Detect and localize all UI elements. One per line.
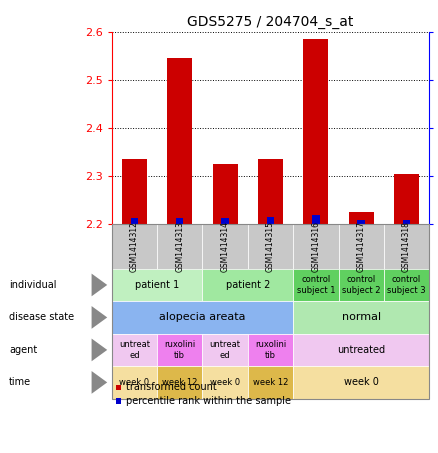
Text: ruxolini
tib: ruxolini tib: [164, 340, 195, 360]
Text: week 12: week 12: [253, 378, 288, 387]
Bar: [357, 221, 365, 224]
Bar: [122, 159, 147, 224]
Text: disease state: disease state: [9, 313, 74, 323]
Text: week 12: week 12: [162, 378, 198, 387]
Bar: [212, 164, 237, 224]
Text: normal: normal: [342, 313, 381, 323]
Text: control
subject 2: control subject 2: [342, 275, 381, 294]
Title: GDS5275 / 204704_s_at: GDS5275 / 204704_s_at: [187, 15, 353, 29]
Text: untreat
ed: untreat ed: [119, 340, 150, 360]
Text: GSM1414318: GSM1414318: [402, 221, 411, 272]
Text: GSM1414317: GSM1414317: [357, 221, 366, 272]
Text: ruxolini
tib: ruxolini tib: [255, 340, 286, 360]
Bar: [176, 218, 184, 224]
Bar: [258, 159, 283, 224]
Text: untreat
ed: untreat ed: [210, 340, 240, 360]
Bar: [167, 58, 192, 224]
Text: week 0: week 0: [210, 378, 240, 387]
Text: alopecia areata: alopecia areata: [159, 313, 246, 323]
Text: GSM1414315: GSM1414315: [266, 221, 275, 272]
Bar: [304, 39, 328, 224]
Text: individual: individual: [9, 280, 57, 290]
Bar: [131, 218, 138, 224]
Bar: [312, 215, 320, 224]
Text: GSM1414312: GSM1414312: [130, 221, 139, 272]
Text: transformed count: transformed count: [126, 382, 216, 392]
Text: patient 2: patient 2: [226, 280, 270, 290]
Text: control
subject 1: control subject 1: [297, 275, 335, 294]
Bar: [403, 221, 410, 224]
Text: patient 1: patient 1: [135, 280, 179, 290]
Bar: [349, 212, 374, 224]
Text: untreated: untreated: [337, 345, 385, 355]
Text: control
subject 3: control subject 3: [387, 275, 426, 294]
Text: GSM1414316: GSM1414316: [311, 221, 320, 272]
Text: time: time: [9, 377, 31, 387]
Bar: [267, 217, 274, 224]
Text: agent: agent: [9, 345, 37, 355]
Text: week 0: week 0: [344, 377, 378, 387]
Text: GSM1414313: GSM1414313: [175, 221, 184, 272]
Bar: [394, 173, 419, 224]
Bar: [221, 218, 229, 224]
Text: percentile rank within the sample: percentile rank within the sample: [126, 396, 291, 406]
Text: week 0: week 0: [119, 378, 149, 387]
Text: GSM1414314: GSM1414314: [221, 221, 230, 272]
